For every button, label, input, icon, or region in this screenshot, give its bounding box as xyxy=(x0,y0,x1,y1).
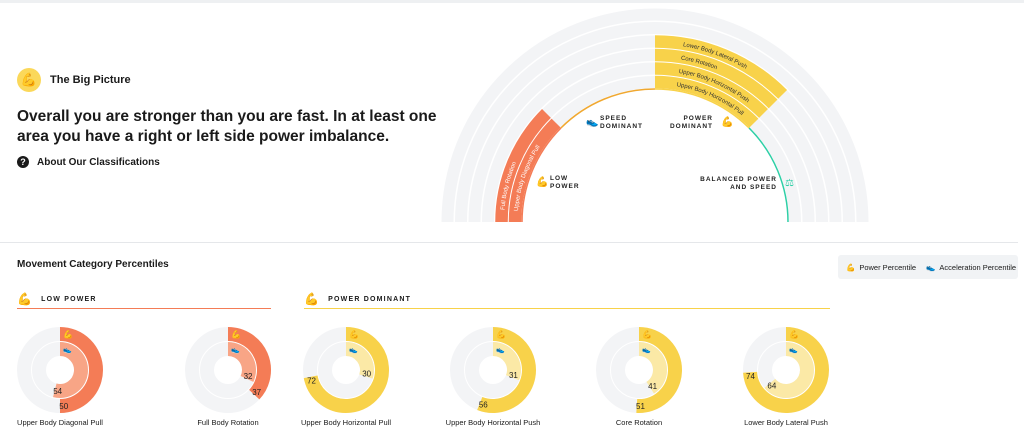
accel-value: 54 xyxy=(53,387,62,396)
donut-label: Full Body Rotation xyxy=(197,418,259,427)
track-ring xyxy=(441,8,869,223)
divider xyxy=(0,242,1018,243)
flexed-arm-icon: 💪 xyxy=(496,329,506,339)
question-icon: ? xyxy=(17,156,29,168)
flexed-arm-icon: 💪 xyxy=(536,175,548,188)
big-picture-header: 💪 The Big Picture xyxy=(17,68,131,92)
sneaker-icon: 👟 xyxy=(231,347,240,354)
summary-headline: Overall you are stronger than you are fa… xyxy=(17,108,437,145)
group-power-dominant: 💪 POWER DOMINANT xyxy=(304,290,830,309)
donut-label: Lower Body Lateral Push xyxy=(744,418,828,427)
scale-icon: ⚖ xyxy=(785,178,794,189)
accel-value: 32 xyxy=(244,372,253,381)
donut-label: Upper Body Horizontal Push xyxy=(445,418,541,427)
power-value: 50 xyxy=(59,402,68,411)
accel-value: 30 xyxy=(362,370,371,379)
donut-chart: 💪 👟 56 31 xyxy=(450,327,536,413)
legend-power-label: Power Percentile xyxy=(859,262,917,272)
group-label: LOW POWER xyxy=(41,295,97,303)
percentile-donuts: 💪 👟 50 54 💪 👟 37 32 💪 👟 72 30 💪 👟 56 31 💪 👟 51 41 💪 👟 74 64 xyxy=(17,327,829,413)
donut-chart: 💪 👟 51 41 xyxy=(596,327,682,413)
quadrant-label: POWER xyxy=(683,115,713,122)
power-dominant-band xyxy=(654,35,788,99)
accel-arc xyxy=(764,342,814,398)
accel-arc xyxy=(53,342,88,398)
power-dominant-band xyxy=(654,48,778,109)
donut-label: Upper Body Horizontal Pull xyxy=(300,418,392,427)
power-arc xyxy=(477,327,536,413)
quadrant-label: DOMINANT xyxy=(670,123,713,130)
quadrant-label: LOW xyxy=(550,175,568,182)
accel-value: 64 xyxy=(767,382,776,391)
legend-power: 💪 Power Percentile xyxy=(846,263,916,272)
legend-accel-label: Acceleration Percentile xyxy=(939,262,1017,272)
sneaker-icon: 👟 xyxy=(63,347,72,354)
section-title: The Big Picture xyxy=(50,74,131,86)
quadrant-label: DOMINANT xyxy=(600,123,643,130)
donut-label: Core Rotation xyxy=(615,418,663,427)
power-value: 56 xyxy=(479,401,488,410)
accel-value: 41 xyxy=(648,382,657,391)
top-border xyxy=(0,0,1024,3)
sneaker-icon: 👟 xyxy=(586,117,599,128)
donut-chart: 💪 👟 37 32 xyxy=(185,327,271,413)
power-arc xyxy=(227,327,271,400)
sneaker-icon: 👟 xyxy=(349,347,358,354)
about-link-label: About Our Classifications xyxy=(37,156,160,168)
quadrant-label: AND SPEED xyxy=(730,184,777,191)
quadrant-label: BALANCED POWER xyxy=(700,176,777,183)
quadrant-arc xyxy=(521,127,562,223)
power-arc xyxy=(303,327,389,413)
flexed-arm-icon: 💪 xyxy=(231,329,241,339)
flexed-arm-icon: 💪 xyxy=(721,115,733,128)
track-ring xyxy=(455,22,855,223)
percentiles-title: Movement Category Percentiles xyxy=(17,259,169,270)
power-dominant-band xyxy=(654,62,768,118)
flexed-arm-icon: 💪 xyxy=(846,262,856,272)
about-classifications-link[interactable]: ? About Our Classifications xyxy=(17,156,160,168)
power-value: 72 xyxy=(307,376,316,385)
power-value: 51 xyxy=(636,402,645,411)
accel-arc xyxy=(227,342,256,382)
legend: 💪 Power Percentile 👟 Acceleration Percenti… xyxy=(838,255,1018,279)
donut-chart: 💪 👟 50 54 xyxy=(17,327,103,413)
quadrant-label: SPEED xyxy=(600,115,627,122)
flexed-arm-icon: 💪 xyxy=(304,292,321,306)
flexed-arm-icon: 💪 xyxy=(789,329,799,339)
donut-chart: 💪 👟 72 30 xyxy=(303,327,389,413)
sneaker-icon: 👟 xyxy=(789,347,798,354)
group-label: POWER DOMINANT xyxy=(328,295,412,303)
low-power-band xyxy=(508,118,561,223)
accel-value: 31 xyxy=(509,371,518,380)
quadrant-arc xyxy=(560,88,656,129)
accel-arc xyxy=(345,342,374,379)
quadrant-arc xyxy=(748,127,789,223)
donut-chart: 💪 👟 74 64 xyxy=(743,327,829,413)
sneaker-icon: 👟 xyxy=(642,347,651,354)
flexed-arm-icon: 💪 xyxy=(642,329,652,339)
quadrant-label: POWER xyxy=(550,183,580,190)
power-value: 37 xyxy=(252,388,261,397)
low-power-band xyxy=(495,109,551,223)
donut-label: Upper Body Diagonal Pull xyxy=(17,418,103,427)
flexed-arm-icon: 💪 xyxy=(17,292,34,306)
power-arc xyxy=(743,327,829,413)
flexed-arm-icon: 💪 xyxy=(349,329,359,339)
power-arc xyxy=(636,327,682,413)
flexed-arm-icon: 💪 xyxy=(17,68,41,92)
sneaker-icon: 👟 xyxy=(926,262,936,272)
power-value: 74 xyxy=(746,372,755,381)
power-arc xyxy=(59,327,103,413)
sneaker-icon: 👟 xyxy=(496,347,505,354)
legend-accel: 👟 Acceleration Percentile xyxy=(926,263,1016,272)
accel-arc xyxy=(492,342,521,381)
power-dominant-band xyxy=(654,75,759,128)
flexed-arm-icon: 💪 xyxy=(63,329,73,339)
accel-arc xyxy=(638,342,667,394)
group-low-power: 💪 LOW POWER xyxy=(17,290,271,309)
quadrant-arc xyxy=(654,88,750,129)
